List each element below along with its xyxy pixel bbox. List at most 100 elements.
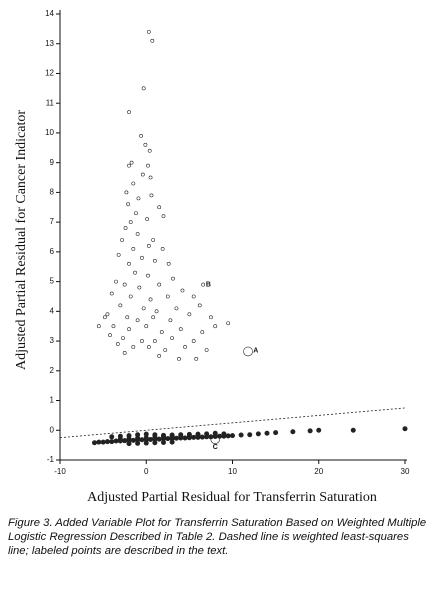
y-tick-label: 5 [50, 277, 55, 286]
point [213, 324, 218, 329]
point [109, 434, 115, 440]
point [141, 306, 146, 311]
point [143, 142, 148, 147]
point [183, 345, 187, 349]
y-tick-label: 12 [45, 69, 54, 78]
point [126, 436, 132, 442]
y-tick-label: 6 [50, 247, 55, 256]
point [191, 339, 196, 343]
point [350, 427, 356, 433]
point [127, 261, 131, 266]
x-tick-label: -10 [54, 467, 66, 476]
point [121, 336, 125, 340]
point [135, 435, 141, 441]
point [126, 441, 132, 447]
point [264, 430, 270, 436]
point [157, 205, 162, 210]
point [102, 315, 107, 320]
point [146, 29, 151, 34]
point [187, 312, 192, 317]
y-axis-label: Adjusted Partial Residual for Cancer Ind… [14, 110, 29, 370]
x-axis-label: Adjusted Partial Residual for Transferri… [87, 490, 377, 505]
point [146, 244, 151, 248]
point [125, 315, 130, 320]
point [165, 294, 170, 299]
point [178, 327, 183, 332]
x-tick-label: 10 [228, 467, 237, 476]
point [307, 428, 313, 434]
x-tick-label: 20 [314, 467, 323, 476]
y-tick-label: 7 [50, 217, 55, 226]
point [169, 434, 175, 440]
point [129, 160, 134, 165]
point [247, 432, 253, 438]
point [140, 339, 144, 343]
point [145, 217, 150, 222]
annotation: A [253, 348, 258, 355]
point [290, 429, 296, 435]
point [108, 333, 112, 338]
point [163, 348, 168, 352]
point [116, 252, 121, 257]
point [226, 321, 231, 326]
point [195, 433, 201, 439]
point [122, 351, 127, 355]
point [154, 309, 159, 314]
point [122, 438, 128, 444]
y-tick-label: 8 [50, 188, 55, 197]
point [209, 315, 213, 320]
y-tick-label: 1 [50, 396, 55, 405]
point [160, 246, 165, 251]
point [120, 238, 125, 242]
point [144, 324, 149, 329]
point [146, 345, 151, 349]
point [140, 255, 144, 260]
point [173, 435, 179, 441]
point [133, 211, 138, 216]
point [191, 294, 196, 299]
point [92, 440, 98, 446]
point [137, 285, 142, 290]
point [273, 430, 279, 436]
point [151, 238, 156, 242]
point [128, 220, 133, 225]
annotation: B [206, 281, 211, 288]
y-tick-label: 2 [50, 366, 55, 375]
point [139, 437, 145, 443]
point [255, 431, 261, 437]
point [151, 315, 156, 320]
point [157, 354, 162, 358]
point [140, 172, 145, 177]
point [141, 86, 146, 91]
point [148, 436, 154, 442]
y-tick-label: 11 [46, 98, 55, 107]
point [123, 226, 128, 230]
x-tick-label: 0 [144, 467, 149, 476]
point [105, 312, 110, 317]
y-tick-label: 14 [45, 9, 54, 18]
point [146, 163, 150, 168]
point [114, 279, 118, 284]
point [152, 339, 157, 343]
point [152, 440, 158, 446]
point [156, 436, 162, 442]
point [197, 303, 202, 308]
y-tick-label: 4 [50, 306, 55, 315]
point [316, 427, 322, 433]
point [149, 193, 154, 198]
point [161, 439, 167, 445]
point [135, 232, 140, 236]
y-tick-label: 3 [50, 336, 55, 345]
y-tick-label: 10 [45, 128, 54, 137]
point [161, 214, 166, 219]
point [150, 38, 155, 43]
point [230, 433, 236, 439]
point [126, 202, 131, 207]
annotation: C [213, 444, 218, 451]
point [152, 434, 158, 440]
chart: Adjusted Partial Residual for Transferri… [14, 9, 410, 505]
point [402, 426, 408, 432]
point [204, 348, 209, 352]
caption: Figure 3. Added Variable Plot for Transf… [8, 517, 427, 557]
point [182, 435, 188, 441]
